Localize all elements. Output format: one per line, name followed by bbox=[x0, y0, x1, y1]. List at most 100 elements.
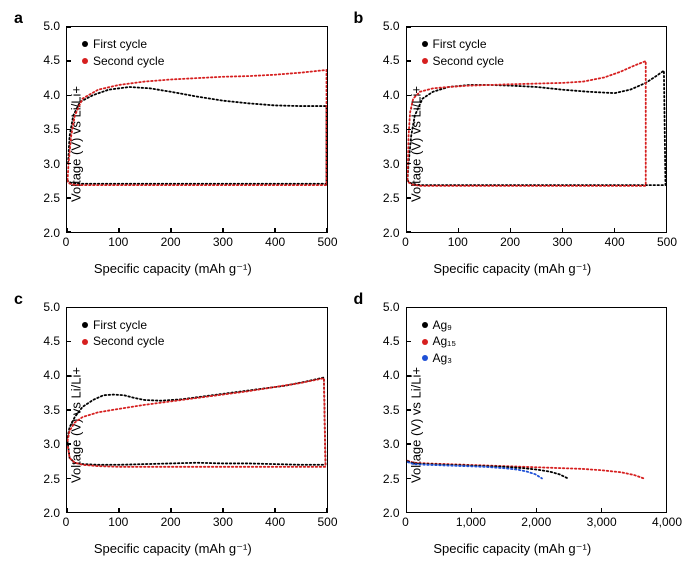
x-tick-label: 3,000 bbox=[587, 515, 617, 529]
plot-area: First cycleSecond cycle bbox=[406, 26, 668, 233]
legend-marker-icon bbox=[422, 355, 428, 361]
y-tick-label: 3.0 bbox=[383, 437, 400, 451]
data-series bbox=[68, 87, 327, 184]
legend-item: Ag₁₅ bbox=[422, 333, 457, 350]
y-tick-label: 2.5 bbox=[383, 472, 400, 486]
legend-item: First cycle bbox=[422, 36, 504, 53]
legend-item: Ag₉ bbox=[422, 317, 457, 334]
x-ticks: 0100200300400500 bbox=[66, 235, 328, 251]
y-ticks: 2.02.53.03.54.04.55.0 bbox=[352, 307, 404, 514]
data-series bbox=[68, 70, 327, 185]
legend: Ag₉Ag₁₅Ag₃ bbox=[417, 314, 462, 370]
legend-label: Ag₁₅ bbox=[433, 333, 457, 350]
x-axis-label: Specific capacity (mAh g⁻¹) bbox=[94, 261, 252, 277]
x-tick-label: 0 bbox=[63, 515, 70, 529]
plot-area: First cycleSecond cycle bbox=[66, 307, 328, 514]
legend-label: Ag₉ bbox=[433, 317, 452, 334]
legend-marker-icon bbox=[422, 339, 428, 345]
x-tick-label: 200 bbox=[161, 515, 181, 529]
data-series bbox=[68, 377, 326, 464]
y-tick-label: 3.0 bbox=[43, 157, 60, 171]
y-tick-label: 2.0 bbox=[383, 506, 400, 520]
y-tick-label: 2.0 bbox=[43, 506, 60, 520]
x-tick-label: 100 bbox=[108, 235, 128, 249]
y-tick-label: 4.0 bbox=[383, 368, 400, 382]
y-tick-label: 5.0 bbox=[43, 19, 60, 33]
x-tick-label: 100 bbox=[448, 235, 468, 249]
y-tick-label: 4.5 bbox=[383, 334, 400, 348]
panel-b: b Voltage (V) vs Li/Li+ 2.02.53.03.54.04… bbox=[352, 8, 674, 281]
y-tick-label: 4.0 bbox=[383, 88, 400, 102]
y-tick-label: 4.5 bbox=[43, 334, 60, 348]
y-tick-label: 3.5 bbox=[383, 403, 400, 417]
legend-label: First cycle bbox=[93, 317, 147, 334]
x-tick-label: 400 bbox=[265, 235, 285, 249]
legend-marker-icon bbox=[82, 58, 88, 64]
x-tick-label: 200 bbox=[161, 235, 181, 249]
legend-label: First cycle bbox=[93, 36, 147, 53]
legend-marker-icon bbox=[422, 58, 428, 64]
legend-item: First cycle bbox=[82, 317, 164, 334]
x-tick-label: 500 bbox=[317, 235, 337, 249]
plot-area: Ag₉Ag₁₅Ag₃ bbox=[406, 307, 668, 514]
panel-a: a Voltage (V) vs Li/Li+ 2.02.53.03.54.04… bbox=[12, 8, 334, 281]
y-tick-label: 4.0 bbox=[43, 368, 60, 382]
legend-item: Second cycle bbox=[82, 53, 164, 70]
y-tick-label: 4.5 bbox=[383, 53, 400, 67]
legend: First cycleSecond cycle bbox=[77, 314, 169, 354]
x-ticks: 0100200300400500 bbox=[406, 235, 668, 251]
y-tick-label: 5.0 bbox=[43, 300, 60, 314]
x-tick-label: 300 bbox=[552, 235, 572, 249]
legend: First cycleSecond cycle bbox=[77, 33, 169, 73]
legend-item: Second cycle bbox=[422, 53, 504, 70]
x-tick-label: 300 bbox=[213, 235, 233, 249]
legend-item: Ag₃ bbox=[422, 350, 457, 367]
legend: First cycleSecond cycle bbox=[417, 33, 509, 73]
legend-marker-icon bbox=[422, 41, 428, 47]
x-tick-label: 0 bbox=[402, 235, 409, 249]
y-tick-label: 3.0 bbox=[43, 437, 60, 451]
y-tick-label: 3.0 bbox=[383, 157, 400, 171]
x-tick-label: 200 bbox=[500, 235, 520, 249]
x-tick-label: 0 bbox=[402, 515, 409, 529]
legend-marker-icon bbox=[82, 322, 88, 328]
legend-label: First cycle bbox=[433, 36, 487, 53]
legend-item: Second cycle bbox=[82, 333, 164, 350]
data-series bbox=[407, 461, 567, 478]
y-tick-label: 4.0 bbox=[43, 88, 60, 102]
legend-label: Second cycle bbox=[433, 53, 504, 70]
legend-item: First cycle bbox=[82, 36, 164, 53]
panel-d: d Voltage (V) vs Li/Li+ 2.02.53.03.54.04… bbox=[352, 289, 674, 562]
y-ticks: 2.02.53.03.54.04.55.0 bbox=[12, 26, 64, 233]
x-tick-label: 2,000 bbox=[521, 515, 551, 529]
y-tick-label: 2.0 bbox=[43, 226, 60, 240]
y-tick-label: 3.5 bbox=[43, 122, 60, 136]
x-ticks: 01,0002,0003,0004,000 bbox=[406, 515, 668, 531]
panel-c: c Voltage (V) vs Li/Li+ 2.02.53.03.54.04… bbox=[12, 289, 334, 562]
x-tick-label: 0 bbox=[63, 235, 70, 249]
plot-area: First cycleSecond cycle bbox=[66, 26, 328, 233]
x-tick-label: 500 bbox=[317, 515, 337, 529]
legend-marker-icon bbox=[82, 41, 88, 47]
y-tick-label: 2.0 bbox=[383, 226, 400, 240]
x-tick-label: 300 bbox=[213, 515, 233, 529]
x-tick-label: 4,000 bbox=[652, 515, 682, 529]
y-tick-label: 3.5 bbox=[43, 403, 60, 417]
x-tick-label: 1,000 bbox=[456, 515, 486, 529]
legend-label: Second cycle bbox=[93, 333, 164, 350]
x-ticks: 0100200300400500 bbox=[66, 515, 328, 531]
x-tick-label: 100 bbox=[108, 515, 128, 529]
y-tick-label: 2.5 bbox=[383, 191, 400, 205]
y-tick-label: 5.0 bbox=[383, 19, 400, 33]
legend-label: Ag₃ bbox=[433, 350, 453, 367]
legend-marker-icon bbox=[422, 322, 428, 328]
legend-label: Second cycle bbox=[93, 53, 164, 70]
x-axis-label: Specific capacity (mAh g⁻¹) bbox=[94, 541, 252, 557]
y-tick-label: 2.5 bbox=[43, 472, 60, 486]
x-axis-label: Specific capacity (mAh g⁻¹) bbox=[433, 261, 591, 277]
y-tick-label: 3.5 bbox=[383, 122, 400, 136]
data-series bbox=[407, 71, 665, 186]
legend-marker-icon bbox=[82, 339, 88, 345]
x-tick-label: 500 bbox=[657, 235, 677, 249]
x-tick-label: 400 bbox=[605, 235, 625, 249]
